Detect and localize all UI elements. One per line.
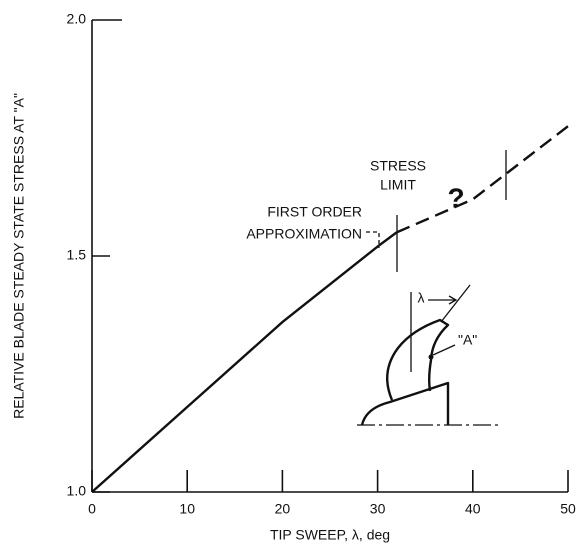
x-tick-label: 0 [88, 501, 96, 517]
x-tick-label: 40 [465, 501, 481, 517]
x-tick-label: 30 [370, 501, 386, 517]
y-tick-label: 1.5 [67, 247, 87, 263]
line [91, 231, 398, 493]
annotation: LIMIT [380, 177, 416, 193]
x-tick-label: 10 [179, 501, 195, 517]
x-axis-label: TIP SWEEP, λ, deg [270, 527, 390, 543]
y-tick-label: 2.0 [67, 11, 87, 27]
bracket [366, 231, 380, 248]
y-axis-label: RELATIVE BLADE STEADY STATE STRESS AT "A… [11, 93, 27, 419]
annotation: STRESS [370, 158, 426, 174]
annotation: λ [418, 290, 425, 306]
annotation: FIRST ORDER [267, 204, 362, 220]
line [396, 125, 569, 234]
y-tick-label: 1.0 [67, 483, 87, 499]
x-tick-label: 20 [275, 501, 291, 517]
annotation: "A" [458, 332, 477, 348]
question-mark: ? [447, 182, 464, 213]
x-tick-label: 50 [560, 501, 576, 517]
annotation: APPROXIMATION [246, 226, 362, 242]
blade-sketch [357, 284, 500, 426]
